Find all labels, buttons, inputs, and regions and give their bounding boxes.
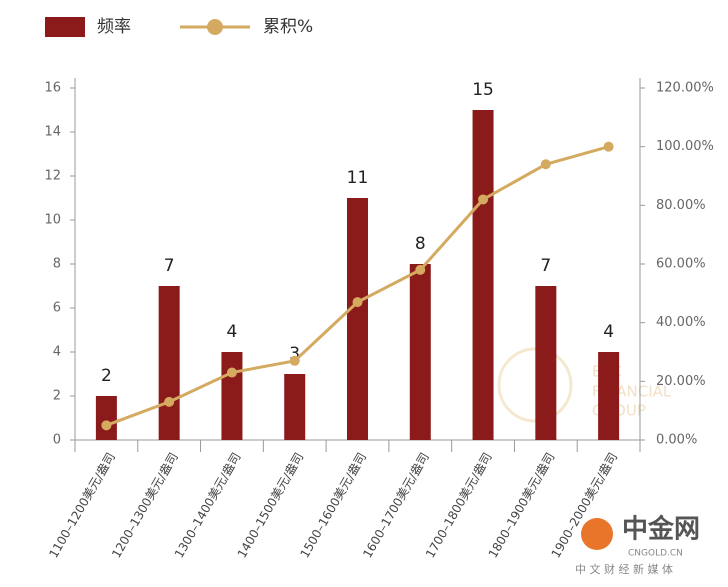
line-point: [101, 420, 112, 431]
legend-label: 累积%: [263, 17, 313, 37]
line-point: [226, 367, 237, 378]
y2-tick-label: 80.00%: [656, 198, 706, 213]
bar: [535, 286, 557, 440]
data-label: 4: [227, 322, 238, 342]
y-tick-label: 16: [44, 81, 61, 96]
x-tick-label: 1400–1500美元/盎司: [235, 450, 307, 560]
logo-tagline: 中 文 财 经 新 媒 体: [575, 562, 673, 576]
data-label: 4: [603, 322, 614, 342]
logo-name: 中金网: [622, 514, 700, 545]
watermark: EBC FINANCIAL GROUP: [497, 347, 672, 423]
line-point: [603, 141, 614, 152]
x-tick-label: 1200–1300美元/盎司: [109, 450, 181, 560]
data-label: 2: [101, 366, 112, 386]
y2-tick-label: 40.00%: [656, 315, 706, 330]
bar: [598, 352, 620, 440]
x-tick-label: 1500–1600美元/盎司: [297, 450, 369, 560]
y2-tick-label: 20.00%: [656, 374, 706, 389]
data-label: 3: [289, 344, 300, 364]
x-tick-label: 1100–1200美元/盎司: [46, 450, 118, 560]
line-point: [164, 396, 175, 407]
y2-tick-label: 60.00%: [656, 257, 706, 272]
logo-icon: [581, 518, 613, 550]
line-point: [352, 297, 363, 308]
y-tick-label: 10: [44, 213, 61, 228]
data-label: 15: [472, 80, 494, 100]
y-tick-label: 4: [53, 345, 61, 360]
line-point: [540, 159, 551, 170]
bar: [95, 396, 117, 440]
legend-swatch-point: [207, 19, 223, 35]
line-point: [289, 355, 300, 366]
y-tick-label: 2: [53, 389, 61, 404]
data-label: 7: [540, 256, 551, 276]
y2-tick-label: 120.00%: [656, 81, 714, 96]
bar: [221, 352, 243, 440]
legend-swatch: [45, 17, 85, 37]
y-tick-label: 0: [53, 433, 61, 448]
logo: 中金网 CNGOLD.CN 中 文 财 经 新 媒 体: [575, 514, 700, 577]
y-tick-label: 14: [44, 125, 61, 140]
line-point: [415, 264, 426, 275]
x-tick-label: 1300–1400美元/盎司: [172, 450, 244, 560]
logo-url: CNGOLD.CN: [628, 549, 683, 559]
x-tick-label: 1700–1800美元/盎司: [423, 450, 495, 560]
bar: [284, 374, 306, 440]
x-tick-label: 1600–1700美元/盎司: [360, 450, 432, 560]
y-tick-label: 12: [44, 169, 61, 184]
data-label: 7: [164, 256, 175, 276]
y-tick-label: 6: [53, 301, 61, 316]
y2-tick-label: 100.00%: [656, 139, 714, 154]
y-tick-label: 8: [53, 257, 61, 272]
watermark-ring: [497, 347, 573, 423]
data-label: 8: [415, 234, 426, 254]
legend-label: 频率: [97, 17, 131, 37]
line-point: [478, 194, 489, 205]
bar: [347, 198, 368, 440]
data-label: 11: [347, 168, 369, 188]
x-tick-label: 1800–1900美元/盎司: [486, 450, 558, 560]
y2-tick-label: 0.00%: [656, 433, 697, 448]
bar: [472, 110, 494, 440]
bar: [158, 286, 180, 440]
bar: [409, 264, 431, 440]
